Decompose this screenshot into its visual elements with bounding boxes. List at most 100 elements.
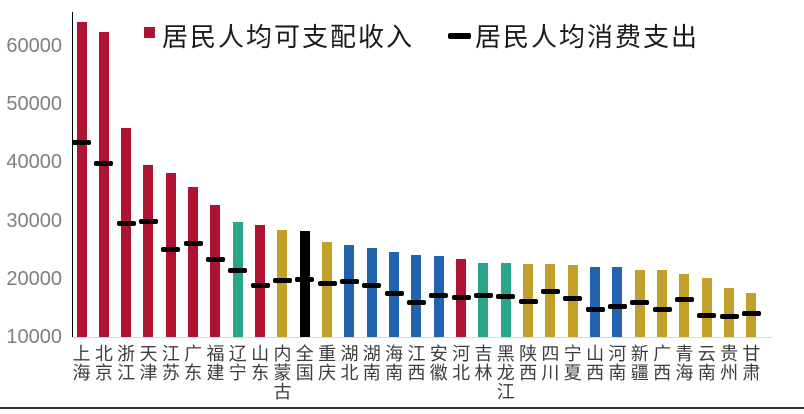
x-category-label: 陕西 <box>519 344 538 383</box>
income-bar <box>411 255 422 337</box>
x-category-label: 宁夏 <box>563 344 582 383</box>
legend-label-income: 居民人均可支配收入 <box>162 23 415 52</box>
y-tick-label: 10000 <box>6 326 62 348</box>
income-bar <box>143 165 154 337</box>
x-category-label: 山西 <box>586 344 605 383</box>
consumption-marker <box>250 283 270 289</box>
income-bar <box>165 173 176 337</box>
income-bar <box>188 186 199 337</box>
consumption-marker <box>719 314 739 320</box>
income-bar <box>232 222 243 337</box>
x-category-label: 广东 <box>184 344 203 383</box>
consumption-marker <box>473 293 493 299</box>
consumption-marker <box>741 310 761 316</box>
legend-label-consumption: 居民人均消费支出 <box>475 23 700 52</box>
income-bar <box>701 278 712 337</box>
income-bar <box>366 248 377 337</box>
consumption-marker <box>116 221 136 227</box>
y-tick-label: 50000 <box>6 93 62 116</box>
income-square-icon <box>144 27 155 38</box>
x-category-label: 上海 <box>72 344 91 383</box>
income-bar <box>679 274 690 337</box>
consumption-marker <box>317 280 337 286</box>
y-tick-label: 30000 <box>6 209 62 232</box>
consumption-marker <box>585 306 605 312</box>
income-bar <box>478 262 489 337</box>
income-bar <box>299 230 310 337</box>
consumption-marker <box>72 140 91 146</box>
y-tick-label: 20000 <box>6 267 62 290</box>
income-bar <box>210 205 221 337</box>
consumption-marker <box>161 247 181 253</box>
income-bar <box>500 262 511 337</box>
x-axis-line <box>72 337 772 338</box>
income-bar <box>657 270 668 337</box>
y-tick-label: 60000 <box>6 35 62 57</box>
x-category-label: 湖南 <box>362 344 381 383</box>
income-bar <box>277 230 288 337</box>
x-category-label: 河北 <box>452 344 471 383</box>
consumption-marker <box>697 312 717 318</box>
consumption-marker <box>563 295 583 301</box>
consumption-marker <box>451 295 471 301</box>
consumption-marker <box>228 268 248 274</box>
consumption-dash-icon <box>448 32 472 39</box>
consumption-marker <box>540 288 560 294</box>
chart-legend: 居民人均可支配收入 居民人均消费支出 <box>144 17 699 54</box>
consumption-marker <box>183 241 203 247</box>
income-bar <box>255 225 266 337</box>
x-category-label: 海南 <box>385 344 404 383</box>
consumption-marker <box>674 297 694 303</box>
legend-item-income: 居民人均可支配收入 <box>144 17 414 54</box>
x-category-label: 重庆 <box>318 344 337 383</box>
x-category-label: 辽宁 <box>228 344 247 383</box>
consumption-marker <box>406 300 426 306</box>
x-category-label: 全国 <box>295 344 314 383</box>
consumption-marker <box>518 298 538 304</box>
x-category-label: 广西 <box>653 344 672 383</box>
x-category-label: 福建 <box>206 344 225 383</box>
consumption-marker <box>652 307 672 313</box>
x-category-label: 贵州 <box>720 344 739 383</box>
income-bar <box>590 267 601 337</box>
income-bar <box>344 244 355 337</box>
x-category-label: 湖北 <box>340 344 359 383</box>
x-category-label: 四川 <box>541 344 560 383</box>
consumption-marker <box>607 304 627 310</box>
y-tick-label: 40000 <box>6 151 62 174</box>
consumption-marker <box>272 278 292 284</box>
income-bar <box>724 287 735 337</box>
income-bar <box>76 21 87 337</box>
income-bar <box>545 264 556 337</box>
x-category-label: 吉林 <box>474 344 493 383</box>
x-category-label: 云南 <box>697 344 716 383</box>
bottom-divider <box>0 407 804 409</box>
income-bar <box>612 267 623 337</box>
x-category-label: 北京 <box>94 344 113 383</box>
x-category-label: 甘肃 <box>742 344 761 383</box>
x-category-label: 内蒙古 <box>273 344 292 402</box>
x-category-label: 天津 <box>139 344 158 383</box>
x-category-label: 江苏 <box>161 344 180 383</box>
consumption-marker <box>138 218 158 224</box>
income-bar <box>567 264 578 337</box>
income-bar <box>322 241 333 337</box>
x-category-label: 青海 <box>675 344 694 383</box>
consumption-marker <box>94 160 114 166</box>
consumption-marker <box>496 294 516 300</box>
consumption-marker <box>384 291 404 297</box>
x-category-label: 江西 <box>407 344 426 383</box>
x-category-label: 山东 <box>251 344 270 383</box>
income-bar <box>98 32 109 337</box>
x-category-label: 河南 <box>608 344 627 383</box>
income-bar <box>121 128 132 337</box>
consumption-marker <box>630 299 650 305</box>
legend-item-consumption: 居民人均消费支出 <box>448 17 699 54</box>
consumption-marker <box>362 283 382 289</box>
consumption-marker <box>429 293 449 299</box>
y-axis-line <box>72 12 73 337</box>
consumption-marker <box>295 277 315 283</box>
consumption-marker <box>339 278 359 284</box>
consumption-marker <box>205 256 225 262</box>
